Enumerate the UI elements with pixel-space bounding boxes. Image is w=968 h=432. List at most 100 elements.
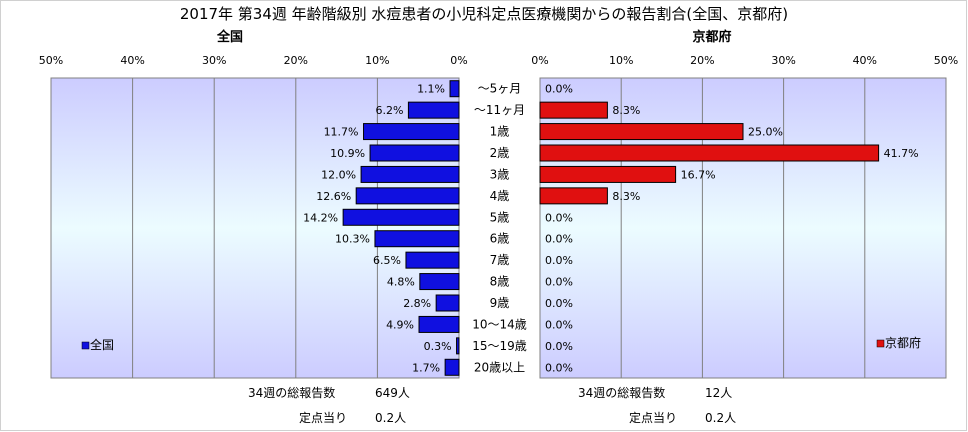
category-label: 6歳 [490,232,510,246]
left-data-label: 4.8% [387,276,415,289]
category-label: ～5ヶ月 [478,82,522,96]
category-label: 20歳以上 [474,360,525,374]
left-plot-area [50,77,460,379]
right-data-label: 41.7% [884,147,919,160]
right-x-tick-label: 40% [853,54,877,67]
right-footer-per-point-label: 定点当り [629,410,677,425]
legend-swatch-kyoto [876,339,885,348]
category-label: 1歳 [490,125,510,139]
right-data-label: 0.0% [545,254,573,267]
left-bar [449,80,460,98]
left-data-label: 11.7% [324,126,359,139]
right-x-tick-label: 0% [531,54,548,67]
right-data-label: 0.0% [545,340,573,353]
left-data-label: 10.9% [330,147,365,160]
category-label: 15～19歳 [472,339,527,353]
left-bars: 1.1% 6.2% 11.7% 10.9% 12.0% 12.6% 14.2% 10.3%6.… [303,80,460,376]
left-footer-per-point-label: 定点当り [299,410,347,425]
category-label: 9歳 [490,296,510,310]
left-footer-reports-label: 34週の総報告数 [248,385,335,400]
right-bar [539,187,608,205]
category-label: 2歳 [490,146,510,160]
category-label: 8歳 [490,275,510,289]
right-bar [539,144,880,162]
left-x-tick-label: 0% [450,54,467,67]
category-label: 10～14歳 [472,317,527,331]
right-data-label: 0.0% [545,318,573,331]
chart-title: 2017年 第34週 年齢階級別 水痘患者の小児科定点医療機関からの報告割合(全… [180,5,788,23]
right-footer-reports-value: 12人 [705,386,732,400]
right-bar [539,123,744,141]
right-data-label: 0.0% [545,361,573,374]
left-data-label: 1.7% [412,361,440,374]
category-label: ～11ヶ月 [474,103,525,117]
category-label: 5歳 [490,210,510,224]
left-data-label: 12.0% [321,168,356,181]
left-bar [342,208,460,226]
right-bars: 0.0% 8.3% 25.0% 41.7% 16.7% 8.3% 0.0% 0.0% 0.0% 0… [539,83,919,374]
left-x-tick-label: 50% [39,54,63,67]
left-gridlines [132,78,378,378]
left-bar [407,101,460,119]
left-data-label: 6.2% [375,104,403,117]
right-plot-area [539,77,947,379]
left-x-tick-label: 30% [202,54,226,67]
legend-label-zenkoku: 全国 [90,337,114,352]
left-bar [435,294,460,312]
left-data-label: 12.6% [316,190,351,203]
left-axis-ticks: 0% 10% 20% 30% 40% 50% [39,54,468,67]
right-x-tick-label: 10% [609,54,633,67]
right-axis-ticks: 0% 10% 20% 30% 40% 50% [531,54,958,67]
left-data-label: 1.1% [417,83,445,96]
left-legend: 全国 [81,337,114,352]
left-bar [456,337,460,355]
right-x-tick-label: 30% [771,54,795,67]
left-bar [419,273,460,291]
right-footer-per-point-value: 0.2人 [705,411,736,425]
right-data-label: 8.3% [612,190,640,203]
left-data-label: 10.3% [335,233,370,246]
left-data-label: 2.8% [403,297,431,310]
left-bar [363,123,460,141]
right-data-label: 0.0% [545,297,573,310]
left-x-tick-label: 10% [365,54,389,67]
right-data-label: 0.0% [545,211,573,224]
left-bar [360,165,460,183]
left-data-label: 4.9% [386,318,414,331]
left-bar [418,315,460,333]
left-x-tick-label: 20% [284,54,308,67]
left-panel-title: 全国 [216,29,243,45]
left-bar [355,187,460,205]
right-data-label: 0.0% [545,83,573,96]
category-label: 3歳 [490,167,510,181]
right-panel-title: 京都府 [692,29,731,45]
left-x-tick-label: 40% [120,54,144,67]
left-footer-reports-value: 649人 [375,386,410,400]
right-data-label: 16.7% [681,168,716,181]
left-data-label: 14.2% [303,211,338,224]
right-data-label: 25.0% [748,126,783,139]
category-label: 4歳 [490,189,510,203]
left-data-label: 0.3% [424,340,452,353]
right-legend: 京都府 [876,335,921,350]
right-footer-reports-label: 34週の総報告数 [578,385,665,400]
legend-swatch-zenkoku [81,341,90,350]
left-data-label: 6.5% [373,254,401,267]
left-bar [444,358,460,376]
right-data-label: 0.0% [545,233,573,246]
right-bar [539,165,677,183]
right-x-tick-label: 20% [690,54,714,67]
right-x-tick-label: 50% [934,54,958,67]
left-bar [374,230,460,248]
right-data-label: 8.3% [612,104,640,117]
right-bar [539,101,608,119]
legend-label-kyoto: 京都府 [885,335,921,350]
left-bar [369,144,460,162]
category-labels: ～5ヶ月 ～11ヶ月 1歳 2歳 3歳 4歳 5歳 6歳 7歳 8歳 9歳 10～14歳 15～19歳 2… [472,82,527,375]
left-footer-per-point-value: 0.2人 [375,411,406,425]
left-bar [405,251,460,269]
category-label: 7歳 [490,253,510,267]
